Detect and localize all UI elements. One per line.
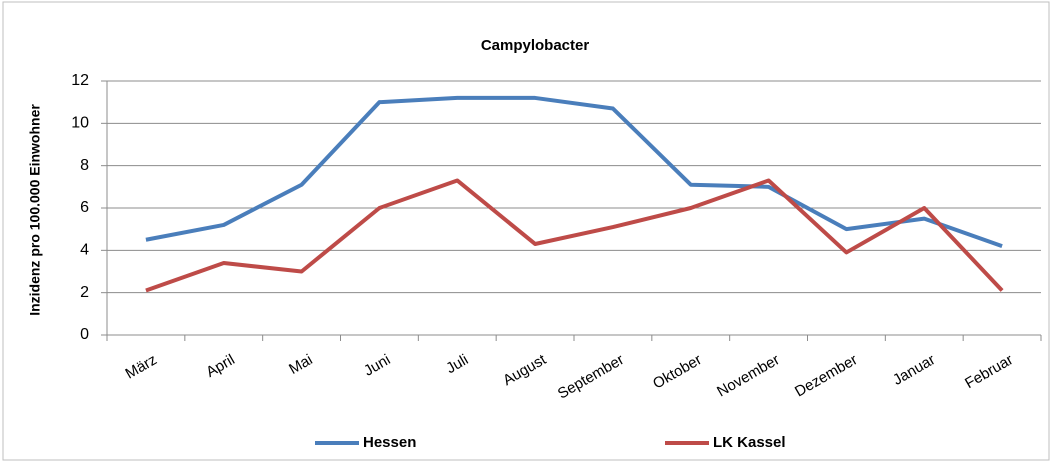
y-tick-label: 10 (71, 115, 89, 132)
series-line (145, 178, 1004, 293)
y-tick-label: 2 (80, 284, 89, 301)
y-tick-label: 0 (80, 326, 89, 343)
y-tick-label: 6 (80, 199, 89, 216)
chart-title: Campylobacter (481, 37, 590, 54)
legend-label: LK Kassel (713, 434, 786, 451)
y-tick-label: 12 (71, 72, 89, 89)
y-axis-label: Inzidenz pro 100.000 Einwohner (27, 104, 43, 316)
legend-label: Hessen (363, 434, 416, 451)
y-tick-label: 4 (80, 242, 89, 259)
series-line (145, 95, 1003, 248)
y-tick-label: 8 (80, 157, 89, 174)
